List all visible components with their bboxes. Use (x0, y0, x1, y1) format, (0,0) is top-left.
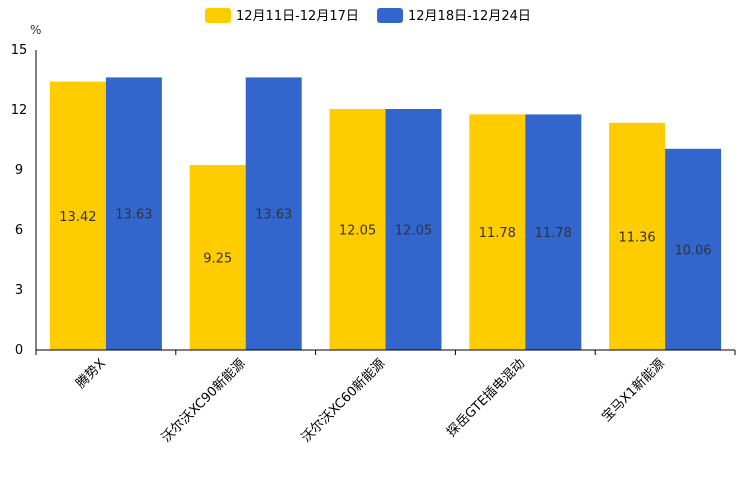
bar-s1-c2 (385, 109, 442, 350)
bars: 13.42 9.25 12.05 11.78 11.36 13.63 13.63 12.05 1… (49, 77, 722, 351)
data-label-s0-c3: 11.78 (479, 226, 516, 241)
x-axis: 腾势X 沃尔沃XC90新能源 沃尔沃XC60新能源 探岳GTE插电混动 宝马X1新能源 (35, 349, 736, 446)
data-label-s1-c3: 11.78 (535, 226, 572, 241)
bar-s0-c1 (189, 165, 246, 350)
x-tick-label-0: 腾势X (73, 355, 109, 391)
y-tick-label-1: 3 (15, 283, 23, 298)
data-label-s1-c0: 13.63 (115, 208, 152, 223)
y-axis: 0 3 6 9 12 15 (11, 43, 37, 358)
y-tick-label-4: 12 (11, 103, 28, 118)
data-label-s0-c1: 9.25 (203, 252, 232, 267)
bar-s1-c4 (665, 148, 722, 350)
data-label-s1-c2: 12.05 (395, 224, 432, 239)
y-tick-label-3: 9 (15, 163, 23, 178)
bar-s1-c1 (245, 77, 302, 351)
bar-s0-c4 (609, 122, 666, 350)
x-tick-label-3: 探岳GTE插电混动 (444, 356, 528, 440)
legend-swatch-0 (205, 8, 231, 23)
x-tick-label-2: 沃尔沃XC60新能源 (298, 356, 388, 446)
legend-label-0: 12月11日-12月17日 (236, 9, 359, 24)
y-tick-label-2: 6 (15, 223, 23, 238)
legend: 12月11日-12月17日 12月18日-12月24日 (205, 8, 531, 24)
legend-swatch-1 (377, 8, 403, 23)
data-label-s0-c0: 13.42 (59, 210, 96, 225)
legend-label-1: 12月18日-12月24日 (408, 9, 531, 24)
bar-s0-c2 (329, 109, 386, 350)
y-axis-label: % (30, 23, 41, 37)
data-label-s0-c2: 12.05 (339, 224, 376, 239)
data-label-s0-c4: 11.36 (618, 230, 655, 245)
x-tick-label-1: 沃尔沃XC90新能源 (158, 356, 248, 446)
bar-s0-c3 (469, 114, 526, 351)
data-label-s1-c1: 13.63 (255, 208, 292, 223)
y-tick-label-5: 15 (11, 43, 28, 58)
bar-s1-c3 (525, 114, 582, 351)
x-tick-label-4: 宝马X1新能源 (598, 356, 667, 425)
bar-s0-c0 (49, 81, 106, 350)
bar-s1-c0 (105, 77, 162, 351)
y-tick-label-0: 0 (15, 343, 23, 358)
data-label-s1-c4: 10.06 (674, 243, 711, 258)
